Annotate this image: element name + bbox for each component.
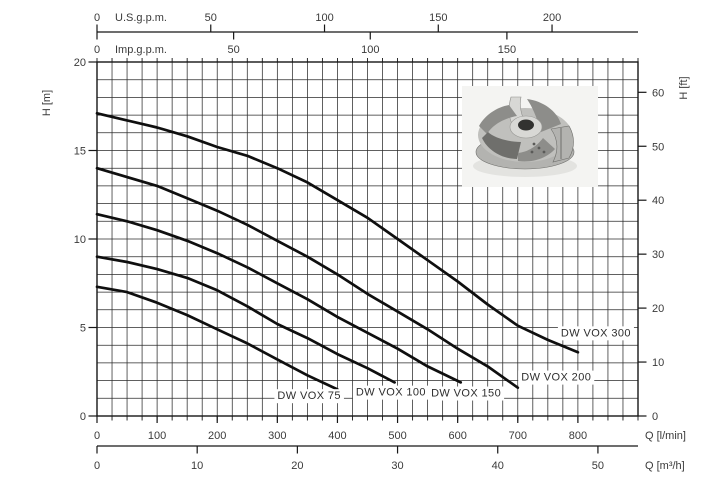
h-ft-tick-label: 20 [652,303,664,315]
h-m-tick-label: 20 [74,57,86,69]
imp-gpm-tick-label: 50 [228,44,240,56]
q-lmin-tick-label: 300 [268,430,286,442]
q-lmin-tick-label: 0 [94,430,100,442]
curve-label-group: DW VOX 100 [352,385,429,400]
h-ft-tick-label: 60 [652,87,664,99]
q-lmin-tick-label: 400 [328,430,346,442]
curve-dw-vox-300 [95,111,580,354]
curve-dw-vox-200 [95,166,520,390]
curve-labels: DW VOX 75 DW VOX 100 DW VOX 150 DW VOX 200 D… [274,326,634,404]
h-ft-tick-label: 40 [652,195,664,207]
h-m-tick-label: 5 [80,323,86,335]
imp-gpm-tick-label: 150 [498,44,516,56]
q-m3h-tick-label: 10 [191,460,203,472]
curve-label-group: DW VOX 300 [557,326,634,341]
q-m3h-tick-label: 50 [592,460,604,472]
imp-gpm-tick-label: 0 [94,44,100,56]
q-m3h-tick-label: 40 [492,460,504,472]
curve-dw-vox-100 [95,255,396,384]
curve-label-dw-vox-200: DW VOX 200 [521,372,591,384]
h-m-tick-label: 10 [74,234,86,246]
q-lmin-tick-label: 200 [208,430,226,442]
us-gpm-axis-title: U.S.g.p.m. [115,12,167,24]
q-lmin-tick-label: 100 [148,430,166,442]
h-m-axis: 0 5 10 15 20 H [m] [41,57,97,423]
us-gpm-tick-label: 150 [429,12,447,24]
curves [95,111,580,391]
h-ft-tick-label: 30 [652,249,664,261]
h-m-axis-title: H [m] [41,90,53,116]
us-gpm-tick-label: 200 [543,12,561,24]
curve-dw-vox-75 [95,285,339,391]
curve-label-dw-vox-150: DW VOX 150 [431,388,501,400]
q-lmin-tick-label: 800 [569,430,587,442]
h-m-tick-label: 0 [80,411,86,423]
us-gpm-tick-label: 0 [94,12,100,24]
curve-label-group: DW VOX 150 [428,386,505,401]
q-m3h-tick-label: 20 [291,460,303,472]
imp-gpm-tick-label: 100 [361,44,379,56]
q-m3h-axis-title: Q [m³/h] [645,460,685,472]
h-m-tick-label: 15 [74,146,86,158]
q-lmin-axis-title: Q [l/min] [645,430,686,442]
h-ft-tick-label: 0 [652,411,658,423]
top-gpm-axis: 0 50 100 150 200 0 50 100 150 U.S.g.p.m. Imp.g.p.m… [94,12,638,56]
us-gpm-tick-label: 100 [315,12,333,24]
h-ft-tick-label: 50 [652,141,664,153]
q-lmin-tick-label: 700 [509,430,527,442]
curve-label-dw-vox-75: DW VOX 75 [277,390,341,402]
curve-dw-vox-150 [95,212,463,384]
h-ft-tick-label: 10 [652,357,664,369]
imp-gpm-axis-title: Imp.g.p.m. [115,44,167,56]
impeller-photo [462,86,598,187]
us-gpm-tick-label: 50 [205,12,217,24]
q-m3h-tick-label: 30 [391,460,403,472]
h-ft-axis: 0 10 20 30 40 50 60 H [ft] [638,76,690,423]
q-m3h-axis: 0 10 20 30 40 50 Q [m³/h] [94,445,685,472]
curve-label-dw-vox-100: DW VOX 100 [356,387,426,399]
q-m3h-tick-label: 0 [94,460,100,472]
curve-label-group: DW VOX 200 [518,370,595,385]
q-lmin-tick-label: 600 [448,430,466,442]
curve-label-group: DW VOX 75 [274,389,344,404]
curve-label-dw-vox-300: DW VOX 300 [561,327,631,339]
q-lmin-axis: 0 100 200 300 400 500 600 700 800 Q [l/min] [94,416,686,442]
h-ft-axis-title: H [ft] [678,76,690,99]
q-lmin-tick-label: 500 [388,430,406,442]
minor-ticks [96,58,639,421]
